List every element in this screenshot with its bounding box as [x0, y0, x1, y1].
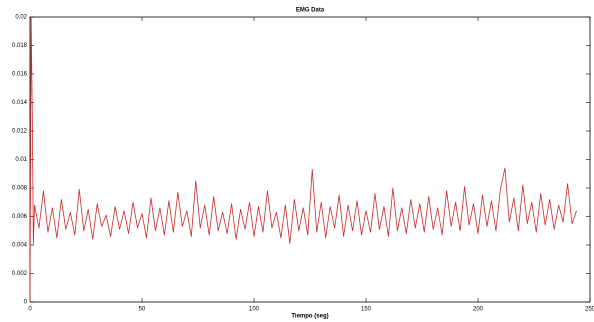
y-tick-label: 0.012 [12, 129, 28, 135]
y-tick-label: 0.016 [12, 72, 28, 78]
y-tick-label: 0.002 [12, 271, 28, 277]
y-tick-label: 0.006 [12, 214, 28, 220]
data-line [29, 16, 577, 303]
y-tick-label: 0.01 [15, 157, 27, 163]
plot-frame [29, 16, 591, 303]
x-tick-label: 150 [361, 307, 372, 313]
y-tick-label: 0.02 [15, 15, 27, 21]
x-axis-label: Tiempo (seg) [291, 314, 328, 320]
y-tick-label: 0.018 [12, 43, 28, 49]
x-tick-label: 50 [139, 307, 146, 313]
x-tick-label: 200 [473, 307, 484, 313]
y-tick-label: 0 [24, 300, 28, 306]
y-tick-label: 0.008 [12, 186, 28, 192]
chart-title: EMG Data [296, 8, 325, 14]
x-tick-label: 0 [28, 307, 32, 313]
x-tick-label: 100 [249, 307, 260, 313]
x-tick-label: 250 [585, 307, 594, 313]
y-tick-label: 0.014 [12, 100, 28, 106]
y-tick-label: 0.004 [12, 243, 28, 249]
